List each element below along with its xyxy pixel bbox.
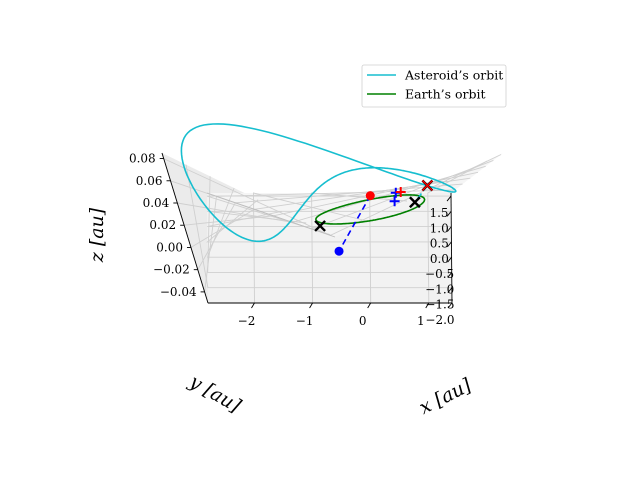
y-axis-label: y [au] (185, 370, 245, 417)
x-tick-label: 1 (417, 314, 425, 328)
legend: Asteroid’s orbit Earth’s orbit (361, 64, 507, 108)
orbit-lines (180, 123, 457, 252)
z-tick-label: 0.00 (156, 240, 183, 254)
y-tick-mark (447, 241, 452, 248)
perihelion-line (338, 195, 371, 252)
x-marker (409, 196, 421, 209)
floor-pane (207, 193, 452, 303)
y-tick-label: 1.0 (430, 221, 449, 235)
y-tick-mark (447, 272, 453, 278)
tick-labels: −2 −1 0 1 −2.0−1.5 −1.0−0.50.00.5 1.01.5 −0.04 −… (129, 152, 455, 328)
y-tick-label: −0.5 (425, 267, 454, 281)
x-tick-mark (425, 302, 430, 309)
z-tick-label: 0.02 (149, 218, 176, 232)
x-marker (421, 180, 433, 191)
y-tick-label: 0.5 (430, 237, 449, 251)
x-axis-label: x [au] (416, 374, 476, 419)
x-tick-label: 0 (359, 314, 367, 328)
legend-label-earth: Earth’s orbit (405, 87, 486, 102)
y-tick-label: 0.0 (430, 252, 449, 266)
x-tick-mark (251, 302, 255, 309)
y-tick-mark (446, 195, 452, 202)
grid-lines (161, 152, 502, 304)
plus-marker (395, 186, 406, 197)
z-tick-label: 0.08 (129, 152, 156, 166)
y-tick-label: −1.0 (425, 282, 454, 296)
z-tick-label: −0.04 (160, 285, 197, 299)
z-tick-label: −0.02 (153, 263, 190, 277)
x-tick-label: −2 (238, 314, 256, 328)
y-tick-mark (447, 256, 452, 263)
y-tick-mark (447, 287, 453, 294)
legend-label-asteroid: Asteroid’s orbit (404, 68, 503, 83)
y-tick-mark (447, 302, 453, 309)
y-tick-label: −1.5 (425, 298, 454, 312)
plus-marker (389, 196, 400, 207)
legend-box (361, 64, 507, 108)
earth-orbit-line (315, 194, 426, 225)
orbit-markers (314, 179, 434, 256)
x-marker (314, 220, 326, 232)
z-axis-label: z [au] (86, 207, 108, 263)
back-wall-pane-left (162, 153, 335, 303)
y-tick-label: −2.0 (425, 313, 454, 327)
pane-edge (206, 192, 336, 238)
x-tick-label: −1 (296, 314, 314, 328)
asteroid-orbit-line (180, 123, 457, 243)
z-tick-label: 0.06 (136, 174, 163, 188)
y-tick-mark (446, 211, 452, 217)
z-axis-line (161, 152, 209, 304)
z-tick-label: 0.04 (143, 196, 170, 210)
y-tick-label: 1.5 (429, 206, 448, 220)
x-tick-mark (309, 302, 313, 309)
dot-marker (334, 246, 344, 256)
y-tick-mark (446, 226, 452, 232)
dot-marker (365, 191, 375, 201)
x-tick-mark (367, 302, 372, 309)
